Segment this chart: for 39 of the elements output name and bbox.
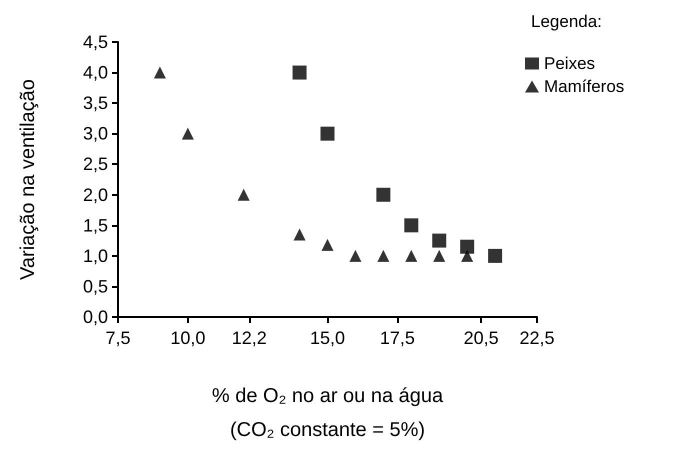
point: [182, 128, 194, 140]
point: [432, 234, 446, 248]
point: [294, 228, 306, 240]
y-tick-label: 3,0: [82, 124, 108, 144]
point: [292, 66, 307, 80]
y-tick-label: 0,0: [82, 307, 108, 327]
point: [154, 66, 166, 79]
point: [433, 250, 446, 262]
point: [320, 126, 334, 141]
legend-title: Legenda:: [531, 12, 602, 31]
x-tick-label: 10,0: [170, 328, 206, 348]
y-tick-label: 0,5: [82, 276, 108, 296]
point: [404, 218, 418, 232]
point: [322, 238, 334, 251]
y-tick-label: 1,5: [82, 215, 108, 236]
y-tick-label: 4,0: [82, 62, 108, 83]
x-tick-label: 20,5: [464, 328, 499, 348]
y-tick-label: 2,5: [82, 154, 108, 174]
x-tick-label: 7,5: [105, 328, 131, 348]
y-axis-title: Variação na ventilação: [17, 79, 39, 280]
x-tick-label: 22,5: [519, 328, 555, 348]
point: [405, 250, 418, 262]
x-tick-label: 12,2: [232, 328, 267, 348]
x-tick-label: 17,5: [380, 328, 415, 348]
legend-label: Peixes: [544, 54, 596, 73]
y-tick-label: 2,0: [82, 184, 108, 205]
x-tick-label: 15,0: [310, 328, 346, 348]
point: [238, 188, 250, 201]
legend-label: Mamíferos: [544, 77, 624, 96]
x-axis-title: % de O₂ no ar ou na água (CO₂ constante = 5%): [212, 385, 444, 441]
point: [488, 248, 502, 263]
y-tick-label: 3,5: [82, 93, 108, 114]
y-tick-label: 4,5: [82, 32, 108, 52]
point: [460, 240, 474, 254]
point: [461, 250, 474, 262]
y-tick-label: 1,0: [82, 246, 108, 266]
point: [377, 250, 390, 262]
point: [376, 188, 390, 202]
point: [349, 250, 362, 262]
